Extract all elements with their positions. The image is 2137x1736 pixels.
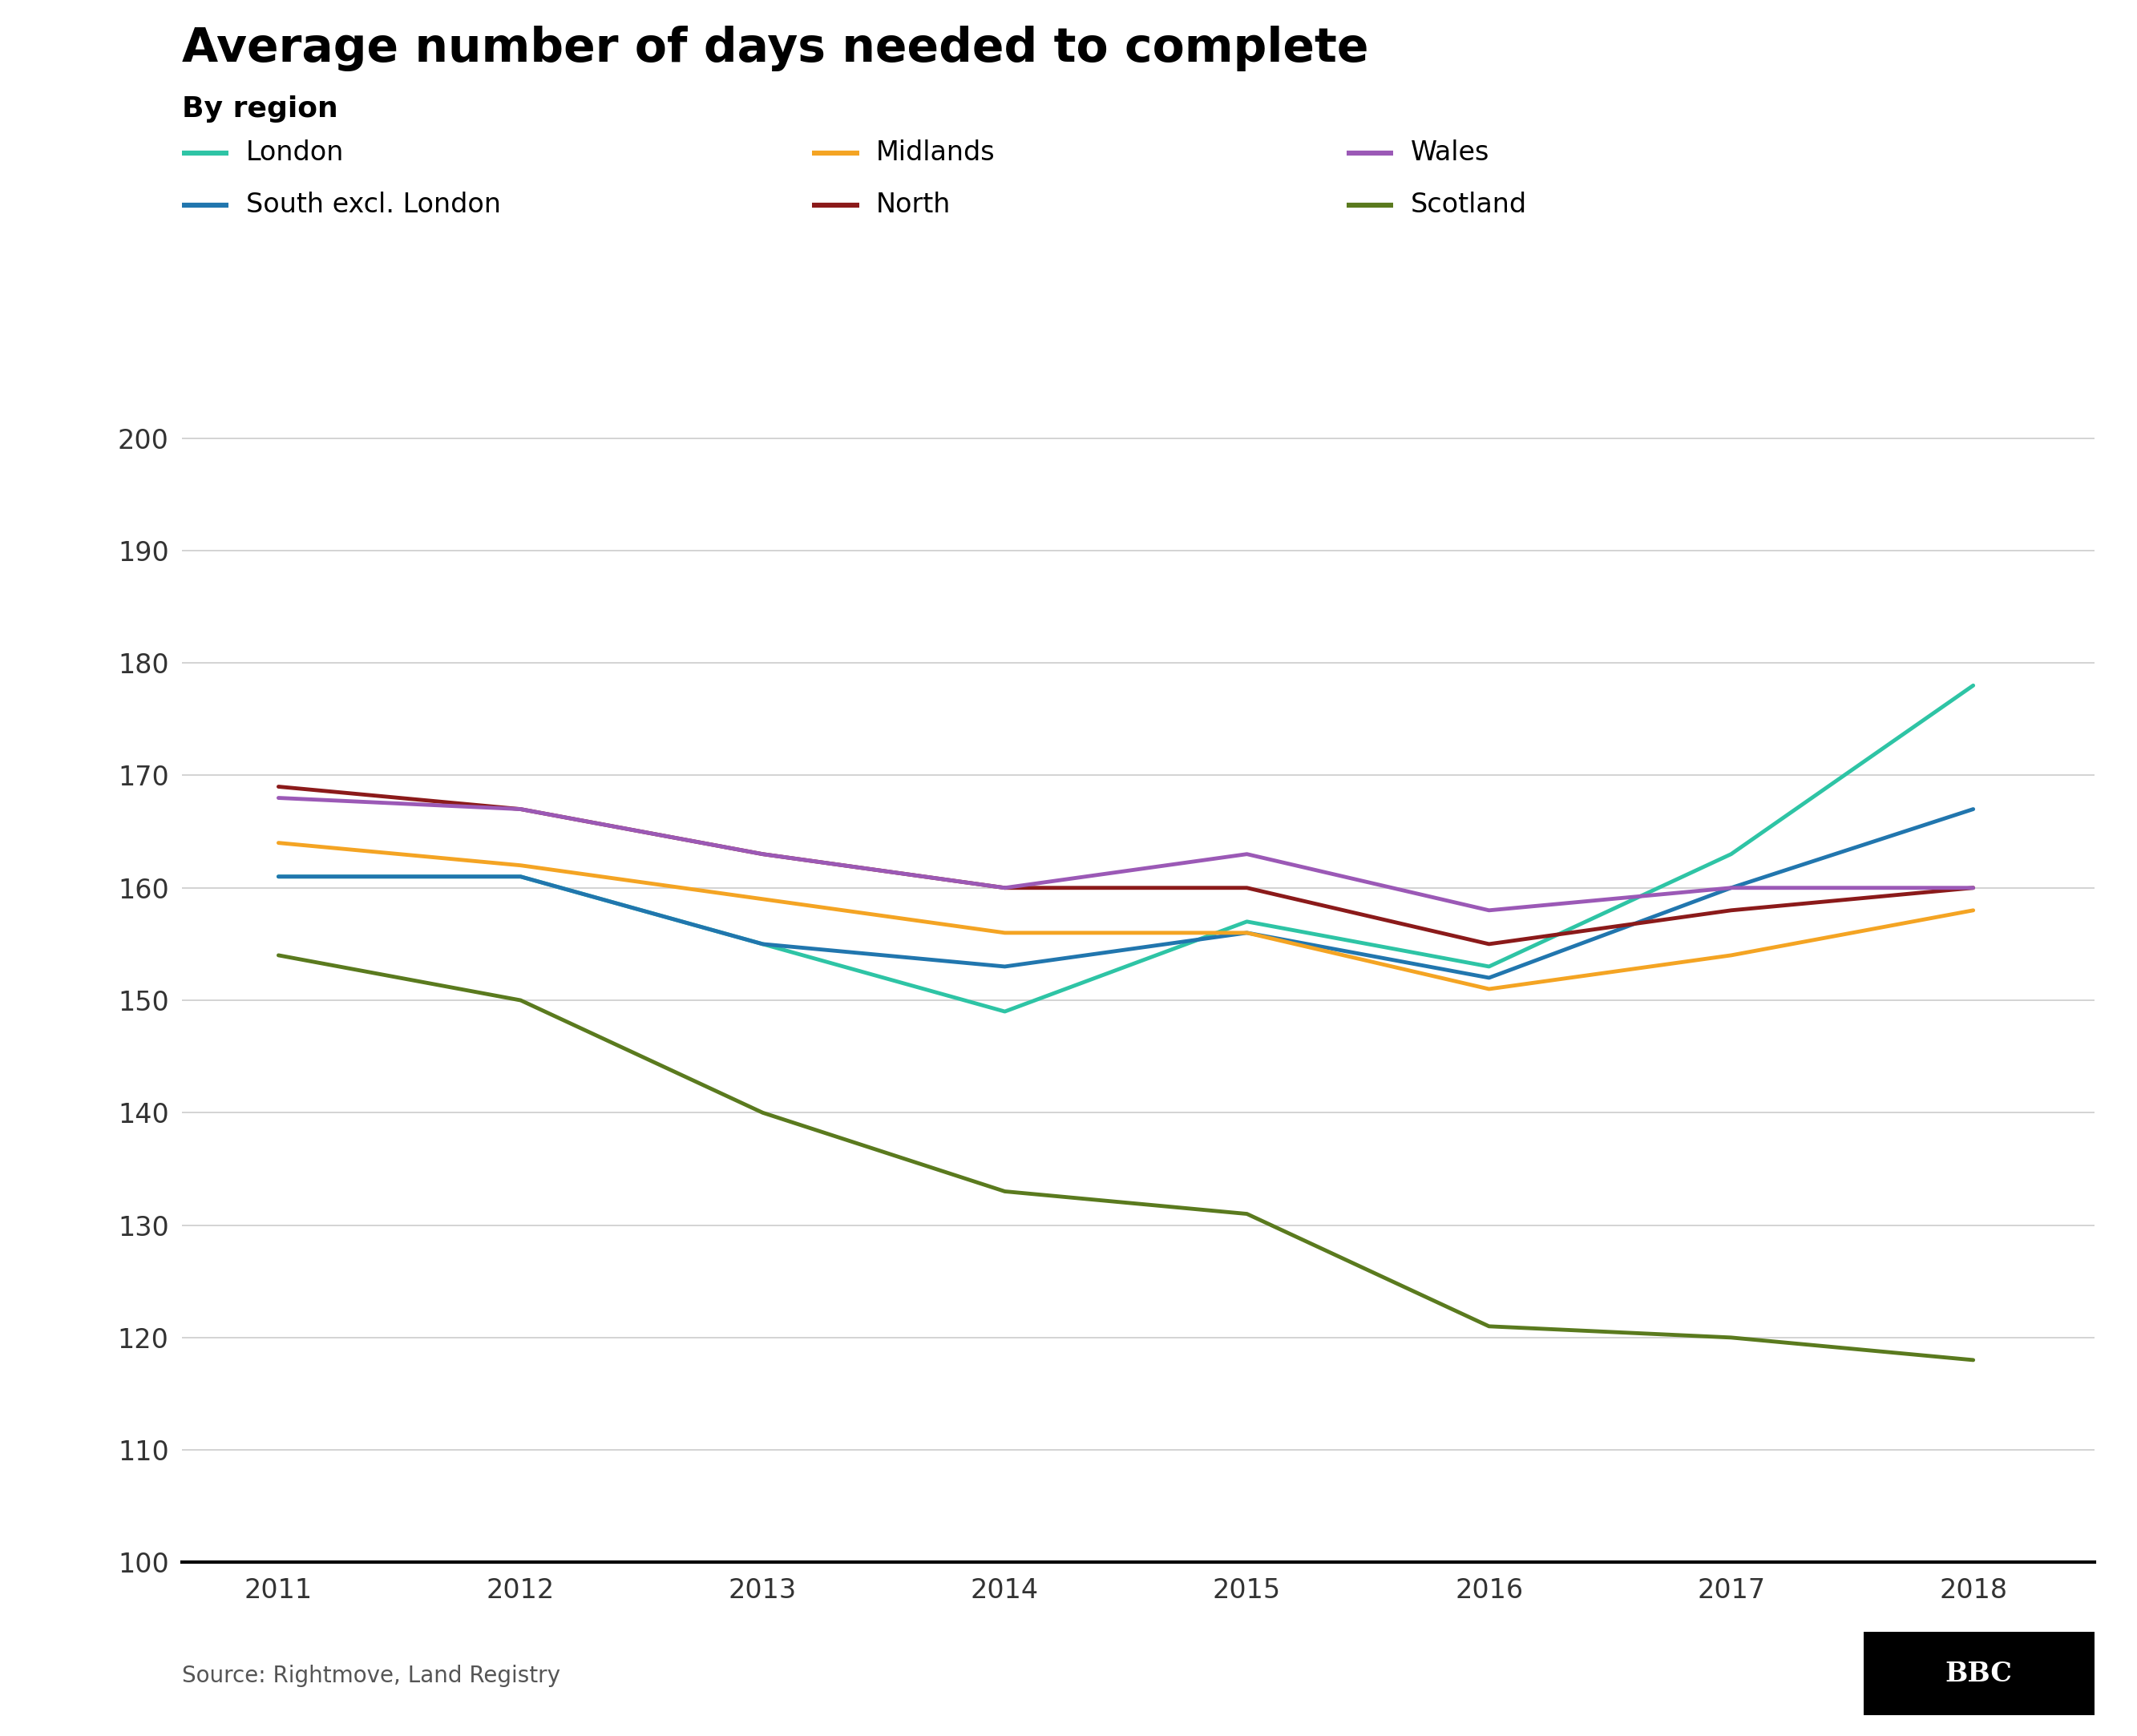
Text: Source: Rightmove, Land Registry: Source: Rightmove, Land Registry — [182, 1665, 560, 1687]
Text: Wales: Wales — [1410, 139, 1489, 167]
Text: Average number of days needed to complete: Average number of days needed to complet… — [182, 26, 1368, 71]
Text: North: North — [876, 191, 951, 219]
Text: South excl. London: South excl. London — [246, 191, 500, 219]
Text: Scotland: Scotland — [1410, 191, 1526, 219]
Text: By region: By region — [182, 95, 338, 123]
Text: Midlands: Midlands — [876, 139, 996, 167]
Text: BBC: BBC — [1945, 1660, 2013, 1687]
Text: London: London — [246, 139, 344, 167]
